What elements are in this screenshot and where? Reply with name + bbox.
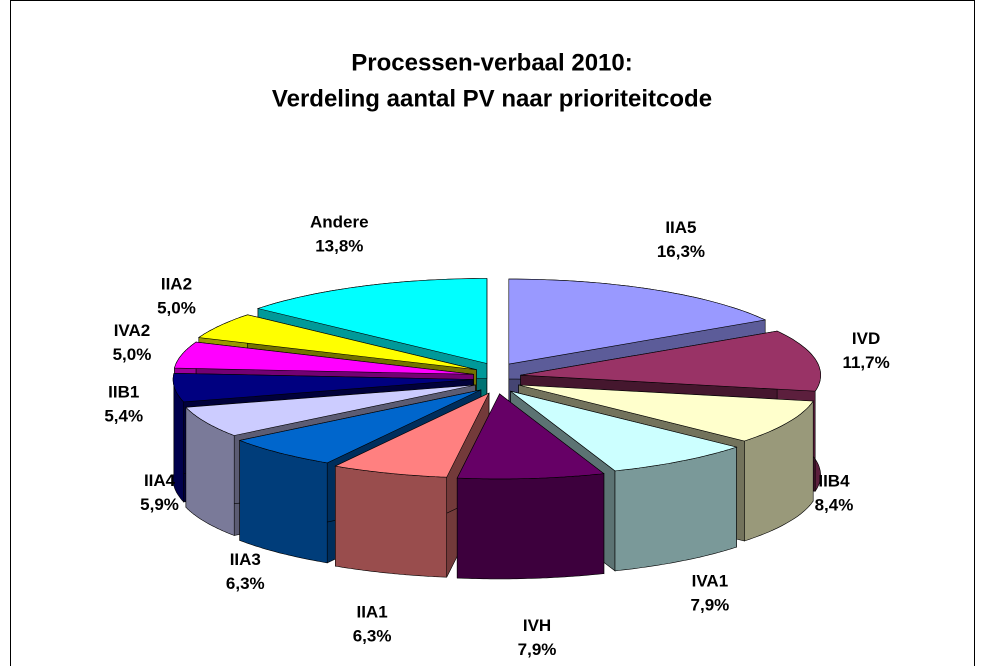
slice	[172, 372, 474, 403]
slice-label: IIA2	[161, 274, 192, 293]
slice-label: IVH	[523, 616, 551, 635]
slice-label: IIA4	[144, 471, 176, 490]
slice-label: IVA2	[114, 321, 151, 340]
slice-value-label: 5,0%	[157, 298, 196, 317]
slice-wall	[335, 465, 447, 578]
slice-label: IIA5	[665, 218, 696, 237]
slice-value-label: 7,9%	[518, 640, 557, 659]
slice-value-label: 5,9%	[140, 495, 179, 514]
slice	[256, 278, 488, 364]
slice-label: IVA1	[692, 572, 729, 591]
chart-title: Verdeling aantal PV naar prioriteitcode	[272, 85, 712, 112]
slice-value-label: 5,0%	[113, 345, 152, 364]
slice-value-label: 16,3%	[657, 242, 705, 261]
slice	[456, 393, 605, 480]
pie-tops	[172, 278, 821, 480]
slice	[520, 330, 821, 392]
slice-label: IIA3	[230, 550, 261, 569]
slice-value-label: 11,7%	[842, 353, 889, 372]
slice-value-label: 8,4%	[815, 496, 854, 515]
slice	[174, 341, 474, 375]
slice-value-label: 5,4%	[104, 406, 143, 425]
slice-label: IIA1	[356, 603, 387, 622]
slice	[197, 314, 477, 370]
slice	[508, 278, 767, 365]
slice-value-label: 13,8%	[315, 236, 363, 255]
slice-label: IIB1	[108, 382, 139, 401]
slice	[238, 389, 482, 464]
slice	[510, 390, 738, 472]
slice-label: IVD	[852, 329, 880, 348]
slice-label: Andere	[310, 212, 369, 231]
slice-wall	[456, 473, 605, 580]
slice	[334, 392, 490, 478]
slice-value-label: 6,3%	[226, 574, 265, 593]
slice	[185, 384, 476, 436]
chart-title: Processen-verbaal 2010:	[351, 49, 633, 76]
slice	[518, 384, 814, 442]
slice-value-label: 6,3%	[353, 627, 392, 646]
slice-value-label: 7,9%	[691, 596, 730, 615]
slice-label: IIB4	[818, 472, 850, 491]
